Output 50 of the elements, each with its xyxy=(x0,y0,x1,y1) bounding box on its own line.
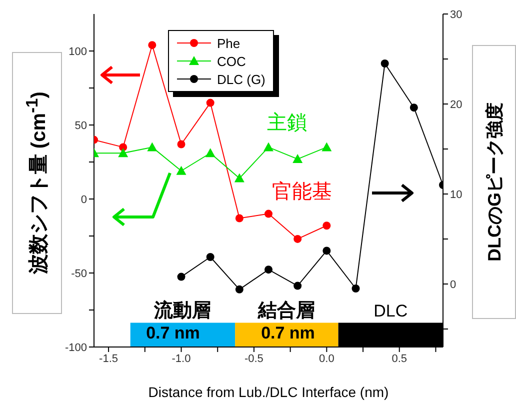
point xyxy=(352,284,360,292)
point xyxy=(264,210,272,218)
legend-label: DLC (G) xyxy=(217,72,266,86)
point xyxy=(176,166,186,175)
annotation: 0.7 nm xyxy=(261,324,315,342)
x-tick-label: 0.5 xyxy=(392,352,408,365)
x-tick-label: -1.5 xyxy=(99,352,118,365)
band-label: DLC xyxy=(374,302,408,321)
y-tick-label: -100 xyxy=(64,342,87,354)
x-axis-title: Distance from Lub./DLC Interface (nm) xyxy=(148,384,389,400)
point xyxy=(264,266,272,274)
annotation: 0.7 nm xyxy=(146,324,200,342)
point xyxy=(205,148,216,158)
point xyxy=(322,142,332,152)
y2-axis-title: DLCのGピーク強度 xyxy=(483,102,505,262)
point xyxy=(177,272,186,281)
point xyxy=(206,98,214,107)
y-tick-label: -50 xyxy=(71,268,87,280)
point xyxy=(206,253,214,261)
point xyxy=(380,60,389,68)
point xyxy=(234,173,244,182)
y2-tick-label: 30 xyxy=(450,8,462,21)
annotation: 官能基 xyxy=(272,180,332,203)
band-label: 流動層 xyxy=(153,300,212,322)
point xyxy=(118,148,128,158)
y2-tick-label: 10 xyxy=(450,188,462,201)
y2-tick-label: 0 xyxy=(450,278,456,291)
point xyxy=(177,140,186,148)
point xyxy=(322,222,331,230)
annotation: 主鎖 xyxy=(267,111,307,134)
legend-label: COC xyxy=(217,54,246,68)
point xyxy=(147,142,158,152)
y-tick-label: 100 xyxy=(68,46,87,58)
y-tick-label: 0 xyxy=(80,194,87,206)
point xyxy=(294,234,302,243)
x-tick-label: -0.5 xyxy=(244,352,264,365)
y-tick-label: 50 xyxy=(74,120,87,132)
point xyxy=(410,104,418,112)
point xyxy=(322,246,331,255)
point xyxy=(235,285,244,294)
point xyxy=(264,142,274,152)
point xyxy=(292,154,303,164)
y2-tick-label: 20 xyxy=(450,98,462,111)
x-tick-label: -1.0 xyxy=(172,352,191,365)
legend-label: Phe xyxy=(217,36,240,50)
band-label: 結合層 xyxy=(257,300,316,322)
point xyxy=(235,214,244,222)
point xyxy=(148,41,156,50)
x-tick-label: 0.0 xyxy=(319,352,334,365)
point xyxy=(294,282,302,290)
